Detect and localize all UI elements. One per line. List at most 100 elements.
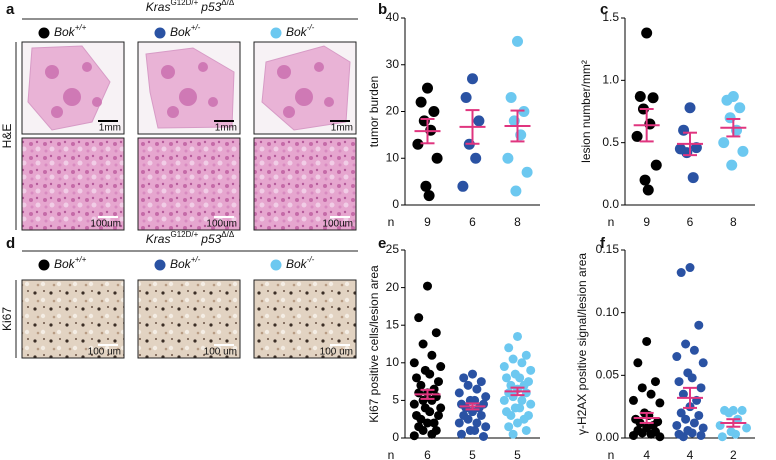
point [420, 180, 432, 192]
point [631, 130, 643, 142]
point [504, 422, 514, 432]
point [431, 152, 443, 164]
point [414, 313, 424, 323]
y-tick-label: 0.00 [596, 430, 620, 444]
n-count: 6 [469, 215, 476, 229]
point [454, 388, 464, 398]
point [463, 380, 473, 390]
point [655, 432, 665, 442]
n-count: 8 [514, 215, 521, 229]
gene: p53 [200, 0, 221, 14]
point [696, 383, 706, 393]
point [687, 428, 697, 438]
panel-label: c [600, 1, 608, 18]
n-count: 9 [643, 215, 650, 229]
point [517, 395, 527, 405]
point [463, 414, 473, 424]
point [479, 431, 488, 441]
y-tick-label: 0.5 [602, 135, 619, 149]
point [681, 414, 691, 424]
panel-label: a [6, 1, 15, 18]
point [698, 423, 708, 433]
panel-label: b [378, 1, 387, 18]
point [726, 159, 738, 171]
point [506, 410, 516, 420]
point [428, 106, 440, 117]
point [499, 362, 509, 372]
point [423, 190, 435, 202]
tumor [45, 65, 59, 79]
n-label: n [388, 448, 395, 460]
y-tick-label: 20 [386, 280, 400, 294]
point [513, 331, 522, 341]
point [737, 405, 747, 415]
point [519, 414, 529, 424]
point [521, 166, 533, 178]
point [685, 263, 695, 273]
point [642, 184, 654, 196]
tumor [283, 106, 295, 118]
point [476, 377, 486, 387]
scale-label: 1mm [331, 123, 353, 134]
tumor [324, 97, 334, 107]
n-label: n [608, 215, 615, 229]
n-count: 4 [643, 448, 650, 460]
y-tick-label: 0.0 [602, 197, 619, 211]
point [647, 92, 659, 104]
y-axis-label: tumor burden [367, 76, 381, 147]
point [672, 352, 682, 362]
point [639, 174, 651, 186]
point [505, 91, 517, 103]
panel-label: d [6, 235, 15, 252]
y-axis-label: Ki67 positive cells/lesion area [367, 265, 381, 423]
gene: Bok [54, 257, 76, 271]
tumor [167, 106, 179, 118]
point [434, 377, 443, 387]
allele: G12D/+ [170, 0, 198, 7]
point [412, 373, 421, 383]
point [416, 414, 426, 424]
y-tick-label: 10 [386, 150, 400, 164]
point [687, 172, 699, 184]
point [508, 354, 518, 364]
y-tick-label: 0.10 [596, 305, 620, 319]
genotype-dot [270, 259, 282, 271]
point [512, 35, 523, 47]
tumor [161, 65, 175, 79]
y-axis-label: γ-H2AX positive signal/lesion area [575, 253, 589, 435]
point [481, 392, 491, 402]
genotype-label: Bok+/+ [54, 255, 87, 271]
point [513, 418, 522, 428]
scale-label: 100um [206, 219, 237, 230]
scale-label: 100 um [204, 347, 237, 358]
point [409, 358, 419, 368]
point [526, 399, 536, 409]
point [689, 418, 699, 428]
point [689, 345, 699, 355]
point [476, 410, 486, 420]
y-tick-label: 5 [392, 393, 399, 407]
allele: -/- [307, 23, 315, 32]
allele: Δ/Δ [221, 230, 235, 239]
y-tick-label: 20 [386, 104, 400, 118]
point [427, 395, 437, 405]
point [678, 124, 690, 136]
point [646, 389, 656, 399]
row-label: Ki67 [0, 307, 14, 331]
tumor [314, 62, 324, 72]
y-tick-label: 15 [386, 317, 400, 331]
y-tick-label: 0 [392, 430, 399, 444]
point [650, 159, 662, 171]
n-count: 8 [730, 215, 737, 229]
genotype-dot [270, 27, 282, 39]
point [481, 422, 491, 432]
point [517, 358, 527, 368]
scale-label: 100 um [320, 347, 353, 358]
y-tick-label: 0.15 [596, 242, 620, 256]
point [473, 115, 485, 127]
n-count: 2 [730, 448, 737, 460]
point [434, 410, 443, 420]
n-count: 6 [424, 448, 431, 460]
point [457, 180, 469, 192]
point [423, 418, 432, 428]
